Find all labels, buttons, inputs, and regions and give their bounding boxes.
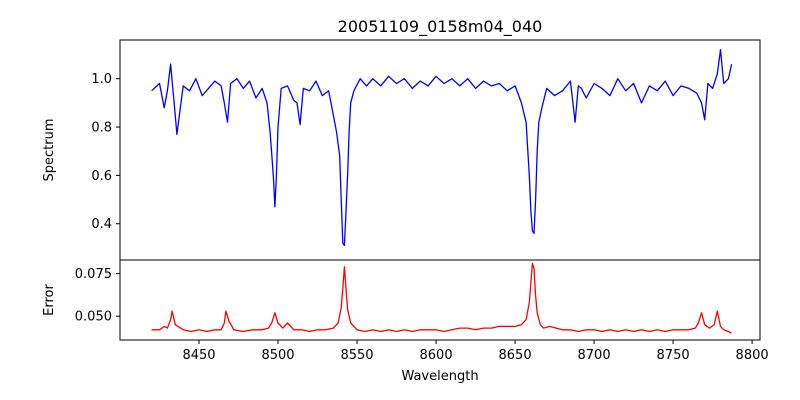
x-tick-label: 8500 (261, 348, 294, 363)
spectrum-y-tick-label: 1.0 (91, 72, 112, 87)
error-y-axis: 0.050 0.075 (75, 267, 120, 325)
spectrum-y-tick-label: 0.4 (91, 217, 112, 232)
error-axes-frame (119, 259, 761, 341)
chart-title: 20051109_0158m04_040 (338, 17, 543, 37)
error-y-tick-label: 0.050 (75, 310, 112, 325)
x-tick-label: 8750 (657, 348, 690, 363)
x-tick-label: 8650 (499, 348, 532, 363)
error-x-axis: 8450 8500 8550 8600 8650 8700 8750 8800 (182, 340, 769, 363)
x-tick-label: 8550 (340, 348, 373, 363)
spectrum-panel: 0.4 0.6 0.8 1.0 Spectrum (42, 39, 761, 261)
spectrum-series-line (151, 49, 733, 247)
x-tick-label: 8450 (182, 348, 215, 363)
x-tick-label: 8800 (736, 348, 769, 363)
error-y-label: Error (42, 284, 57, 316)
error-series-line (151, 262, 732, 334)
error-y-tick-label: 0.075 (75, 267, 112, 282)
spectrum-y-axis: 0.4 0.6 0.8 1.0 (91, 72, 120, 232)
spectrum-y-label: Spectrum (42, 119, 57, 182)
x-axis-label: Wavelength (401, 369, 478, 384)
spectrum-y-tick-label: 0.6 (91, 169, 112, 184)
x-tick-label: 8600 (420, 348, 453, 363)
x-tick-label: 8700 (578, 348, 611, 363)
spectrum-y-tick-label: 0.8 (91, 121, 112, 136)
